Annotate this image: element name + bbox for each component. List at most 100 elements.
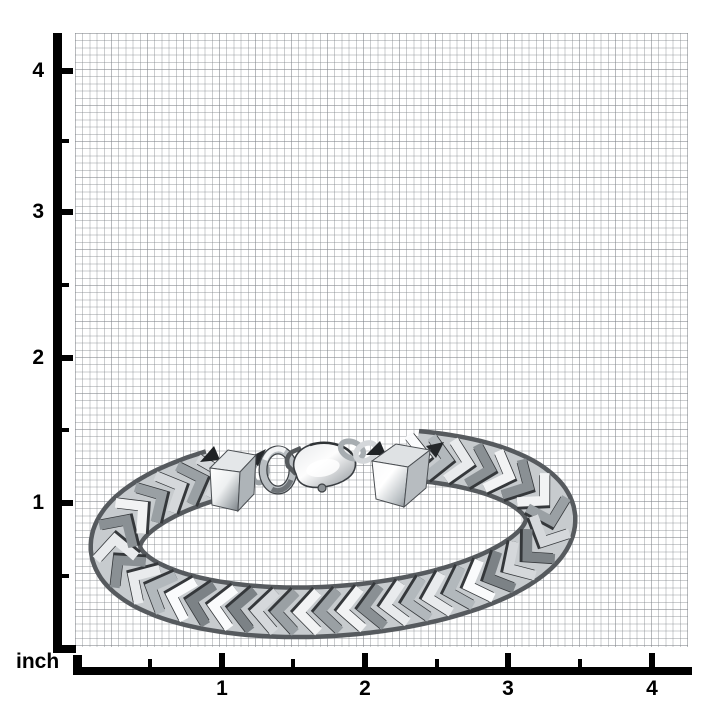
end-cap-side-face (237, 453, 257, 513)
vertical-ruler-label: 1 (32, 491, 44, 514)
chain-link-face (400, 576, 433, 622)
chain-link-face (482, 550, 517, 593)
chain-link (175, 461, 211, 507)
chain-link (153, 471, 190, 515)
chain-link (524, 495, 571, 531)
chain-link (480, 549, 517, 593)
chain-link (482, 449, 518, 496)
bracelet-chain (88, 428, 578, 640)
vertical-ruler-major-tick (62, 355, 73, 361)
chain-link (500, 540, 537, 581)
horizontal-ruler-major-tick (649, 653, 655, 667)
chain-link (333, 584, 367, 633)
chain-link-face (522, 529, 556, 564)
chain-link (354, 581, 388, 630)
chain-link-face (356, 583, 388, 630)
connector-link (353, 440, 379, 464)
end-cap-front-face (371, 460, 409, 508)
horizontal-ruler-half-tick (148, 659, 152, 667)
horizontal-ruler-label: 1 (216, 677, 228, 700)
chain-link-face (516, 473, 550, 507)
chain-link-face (500, 458, 535, 500)
chain-link-face (421, 571, 454, 617)
chain-link (109, 552, 147, 589)
chain-link-face (227, 587, 258, 634)
end-cap-prong (200, 446, 220, 462)
chain-link (376, 578, 411, 627)
vertical-ruler-foot (53, 645, 76, 653)
vertical-ruler-label: 2 (32, 346, 44, 369)
end-cap-prong (366, 441, 386, 455)
grid-paper (75, 33, 688, 647)
horizontal-ruler-major-tick (219, 653, 225, 667)
chain-link-face (529, 514, 572, 548)
vertical-ruler-half-tick (62, 139, 69, 143)
horizontal-ruler-major-tick (362, 653, 368, 667)
chain-link-face (153, 471, 187, 514)
chain-link (464, 442, 499, 490)
chain-link (133, 482, 171, 524)
chain-link (310, 585, 344, 635)
jump-ring-highlight (262, 446, 287, 462)
vertical-ruler-label: 3 (32, 200, 44, 223)
chain-link-face (207, 584, 239, 631)
chain-link (224, 584, 258, 634)
end-cap-prong (248, 449, 266, 466)
horizontal-ruler-half-tick (578, 659, 582, 667)
chain-link-face (185, 581, 218, 628)
chain-link (397, 574, 433, 622)
horizontal-ruler-half-tick (291, 659, 295, 667)
vertical-ruler-bar (53, 33, 62, 645)
chain-link-face (442, 565, 476, 610)
lobster-hook (284, 445, 302, 476)
chain-link-face (92, 532, 140, 563)
chain-link-face (464, 442, 497, 488)
chain-link-face (110, 555, 146, 589)
chain-link-face (525, 495, 571, 528)
chain-link (439, 564, 476, 610)
chain-link-face (165, 577, 198, 623)
chain-link-face (114, 498, 148, 534)
chain-link-face (270, 589, 300, 636)
chain-link (126, 562, 162, 605)
chain-link (289, 586, 322, 636)
chain-link-face (313, 587, 344, 635)
chain-link (516, 473, 551, 510)
vertical-ruler-half-tick (62, 283, 69, 287)
chain-link (163, 574, 198, 623)
chain-link (204, 582, 239, 631)
chain-link-face (443, 437, 475, 484)
chain-link (418, 569, 454, 617)
chain-link (247, 586, 280, 636)
vertical-ruler-half-tick (62, 574, 69, 578)
chain-link-face (249, 588, 280, 636)
vertical-ruler-label: 4 (32, 59, 44, 82)
chain-link (526, 514, 572, 550)
jump-ring-shade (270, 478, 294, 494)
inch-unit-label: inch (16, 650, 60, 673)
horizontal-ruler-label: 4 (646, 677, 658, 700)
right-end-cap (366, 441, 444, 509)
vertical-ruler-major-tick (62, 500, 73, 506)
chain-link-face (503, 540, 537, 581)
chain-link (443, 437, 477, 486)
lobster-top-edge (309, 441, 353, 455)
chain-link-face (98, 514, 138, 548)
horizontal-ruler-half-tick (435, 659, 439, 667)
vertical-ruler-major-tick (62, 209, 73, 215)
lobster-clasp (284, 441, 357, 493)
chain-link (183, 579, 218, 628)
chain-link-face (133, 482, 168, 524)
vertical-ruler-half-tick (62, 428, 69, 432)
chain-link (142, 568, 178, 615)
left-end-cap (200, 446, 266, 513)
chain-link (267, 587, 300, 636)
chain-link (500, 458, 536, 502)
end-cap-side-face (403, 448, 431, 509)
chain-link-face (482, 449, 516, 493)
chain-link (98, 513, 141, 548)
chain-link-face (175, 461, 209, 506)
horizontal-ruler-stub (73, 655, 82, 667)
